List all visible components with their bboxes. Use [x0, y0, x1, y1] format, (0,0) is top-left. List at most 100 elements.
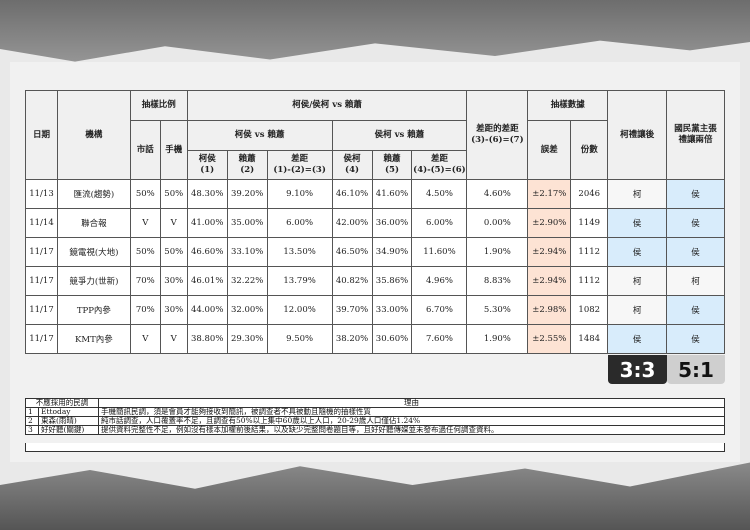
cell-landline: V: [129, 324, 161, 354]
cell-org: KMT內參: [56, 324, 131, 354]
cell-kmt: 侯: [666, 208, 725, 238]
cell-date: 11/17: [25, 266, 58, 296]
header-hk: 侯柯 vs 賴蕭: [331, 120, 468, 151]
cell-mobile: 50%: [159, 179, 188, 209]
cell-count: 1112: [570, 237, 609, 267]
cell-landline: 70%: [129, 295, 161, 325]
excluded-polls-table: 不應採用的民調 理由 1 Ettoday 手機簡訊民調，須是會員才能夠接收到簡訊，被調…: [25, 398, 725, 435]
header-landline: 市話: [129, 120, 161, 180]
cell-hk-diff: 11.60%: [411, 237, 468, 267]
excluded-poll-row: 3 好好聽(關鍵) 提供資料完整性不足，例如沒有樣本加權前後結果，以及缺少完整問卷題…: [25, 425, 725, 435]
excluded-table-empty-row: [25, 443, 725, 452]
cell-kmt: 柯: [666, 266, 725, 296]
cell-diff-of-diff: 4.60%: [466, 179, 529, 209]
cell-count: 1082: [570, 295, 609, 325]
cell-kh-lai: 32.22%: [226, 266, 268, 296]
cell-kmt: 侯: [666, 179, 725, 209]
cell-mobile: V: [159, 208, 188, 238]
header-c2: 賴蕭 (2): [226, 150, 268, 180]
cell-kmt: 侯: [666, 324, 725, 354]
cell-hk-hou: 39.70%: [331, 295, 373, 325]
excluded-n: 3: [25, 425, 39, 435]
cell-count: 1484: [570, 324, 609, 354]
poll-table: 日期 機構 抽樣比例 柯侯/侯柯 vs 賴蕭 差距的差距 (3)-(6)=(7) …: [25, 90, 725, 354]
cell-date: 11/13: [25, 179, 58, 209]
table-row: 11/17 TPP內參 70% 30% 44.00% 32.00% 12.00% 39.70%…: [25, 295, 725, 325]
cell-landline: V: [129, 208, 161, 238]
header-mobile: 手機: [159, 120, 188, 180]
header-c3: 差距 (1)-(2)=(3): [266, 150, 333, 180]
header-kh: 柯侯 vs 賴蕭: [186, 120, 333, 151]
cell-landline: 50%: [129, 237, 161, 267]
table-row: 11/17 鏡電視(大地) 50% 50% 46.60% 33.10% 13.50% 46.5…: [25, 237, 725, 267]
header-c1: 柯侯 (1): [186, 150, 228, 180]
cell-hk-diff: 4.96%: [411, 266, 468, 296]
cell-kh-ke: 48.30%: [186, 179, 228, 209]
cell-kmt: 侯: [666, 295, 725, 325]
cell-diff-of-diff: 5.30%: [466, 295, 529, 325]
header-c6: 差距 (4)-(5)=(6): [411, 150, 468, 180]
cell-date: 11/17: [25, 295, 58, 325]
cell-kh-ke: 46.01%: [186, 266, 228, 296]
cell-diff-of-diff: 0.00%: [466, 208, 529, 238]
cell-org: TPP內參: [56, 295, 131, 325]
cell-diff-of-diff: 1.90%: [466, 324, 529, 354]
cell-error: ±2.94%: [527, 266, 572, 296]
torn-paper-bottom: [0, 462, 750, 530]
cell-org: 聯合報: [56, 208, 131, 238]
excluded-name: 好好聽(關鍵): [38, 425, 99, 435]
cell-error: ±2.55%: [527, 324, 572, 354]
cell-org: 鏡電視(大地): [56, 237, 131, 267]
cell-kh-diff: 12.00%: [266, 295, 333, 325]
table-row: 11/13 匯流(趨勢) 50% 50% 48.30% 39.20% 9.10% 46.10%…: [25, 179, 725, 209]
cell-kmt: 侯: [666, 237, 725, 267]
cell-hk-diff: 7.60%: [411, 324, 468, 354]
cell-kh-diff: 9.50%: [266, 324, 333, 354]
cell-error: ±2.94%: [527, 237, 572, 267]
cell-hk-hou: 38.20%: [331, 324, 373, 354]
cell-date: 11/14: [25, 208, 58, 238]
header-error: 誤差: [527, 120, 572, 180]
header-c4: 侯柯 (4): [331, 150, 373, 180]
header-diff-of-diff: 差距的差距 (3)-(6)=(7): [466, 90, 529, 180]
cell-hk-lai: 41.60%: [371, 179, 413, 209]
header-c5: 賴蕭 (5): [371, 150, 413, 180]
header-kmt: 國民黨主張 禮讓兩倍: [666, 90, 725, 180]
torn-paper-top: [0, 0, 750, 62]
cell-error: ±2.90%: [527, 208, 572, 238]
kmt-tally-badge: 5:1: [667, 355, 725, 384]
cell-kh-lai: 35.00%: [226, 208, 268, 238]
cell-hk-lai: 33.00%: [371, 295, 413, 325]
cell-mobile: 30%: [159, 266, 188, 296]
cell-ke-yield: 柯: [607, 295, 668, 325]
cell-count: 1112: [570, 266, 609, 296]
cell-error: ±2.17%: [527, 179, 572, 209]
cell-kh-diff: 6.00%: [266, 208, 333, 238]
cell-hk-lai: 35.86%: [371, 266, 413, 296]
cell-kh-diff: 13.50%: [266, 237, 333, 267]
header-date: 日期: [25, 90, 58, 180]
header-count: 份數: [570, 120, 609, 180]
cell-mobile: 50%: [159, 237, 188, 267]
table-row: 11/14 聯合報 V V 41.00% 35.00% 6.00% 42.00% 36.00% 6…: [25, 208, 725, 238]
cell-kh-diff: 9.10%: [266, 179, 333, 209]
cell-kh-ke: 41.00%: [186, 208, 228, 238]
cell-diff-of-diff: 8.83%: [466, 266, 529, 296]
cell-hk-hou: 40.82%: [331, 266, 373, 296]
table-row: 11/17 競爭力(世新) 70% 30% 46.01% 32.22% 13.79% 40.8…: [25, 266, 725, 296]
cell-hk-hou: 46.10%: [331, 179, 373, 209]
cell-date: 11/17: [25, 324, 58, 354]
cell-org: 匯流(趨勢): [56, 179, 131, 209]
cell-hk-lai: 30.60%: [371, 324, 413, 354]
cell-date: 11/17: [25, 237, 58, 267]
cell-org: 競爭力(世新): [56, 266, 131, 296]
cell-kh-ke: 44.00%: [186, 295, 228, 325]
header-group: 柯侯/侯柯 vs 賴蕭: [186, 90, 468, 121]
cell-kh-lai: 32.00%: [226, 295, 268, 325]
ke-yield-tally-badge: 3:3: [608, 355, 667, 384]
cell-hk-lai: 34.90%: [371, 237, 413, 267]
cell-ke-yield: 柯: [607, 179, 668, 209]
cell-kh-lai: 33.10%: [226, 237, 268, 267]
cell-hk-hou: 46.50%: [331, 237, 373, 267]
cell-ke-yield: 侯: [607, 324, 668, 354]
